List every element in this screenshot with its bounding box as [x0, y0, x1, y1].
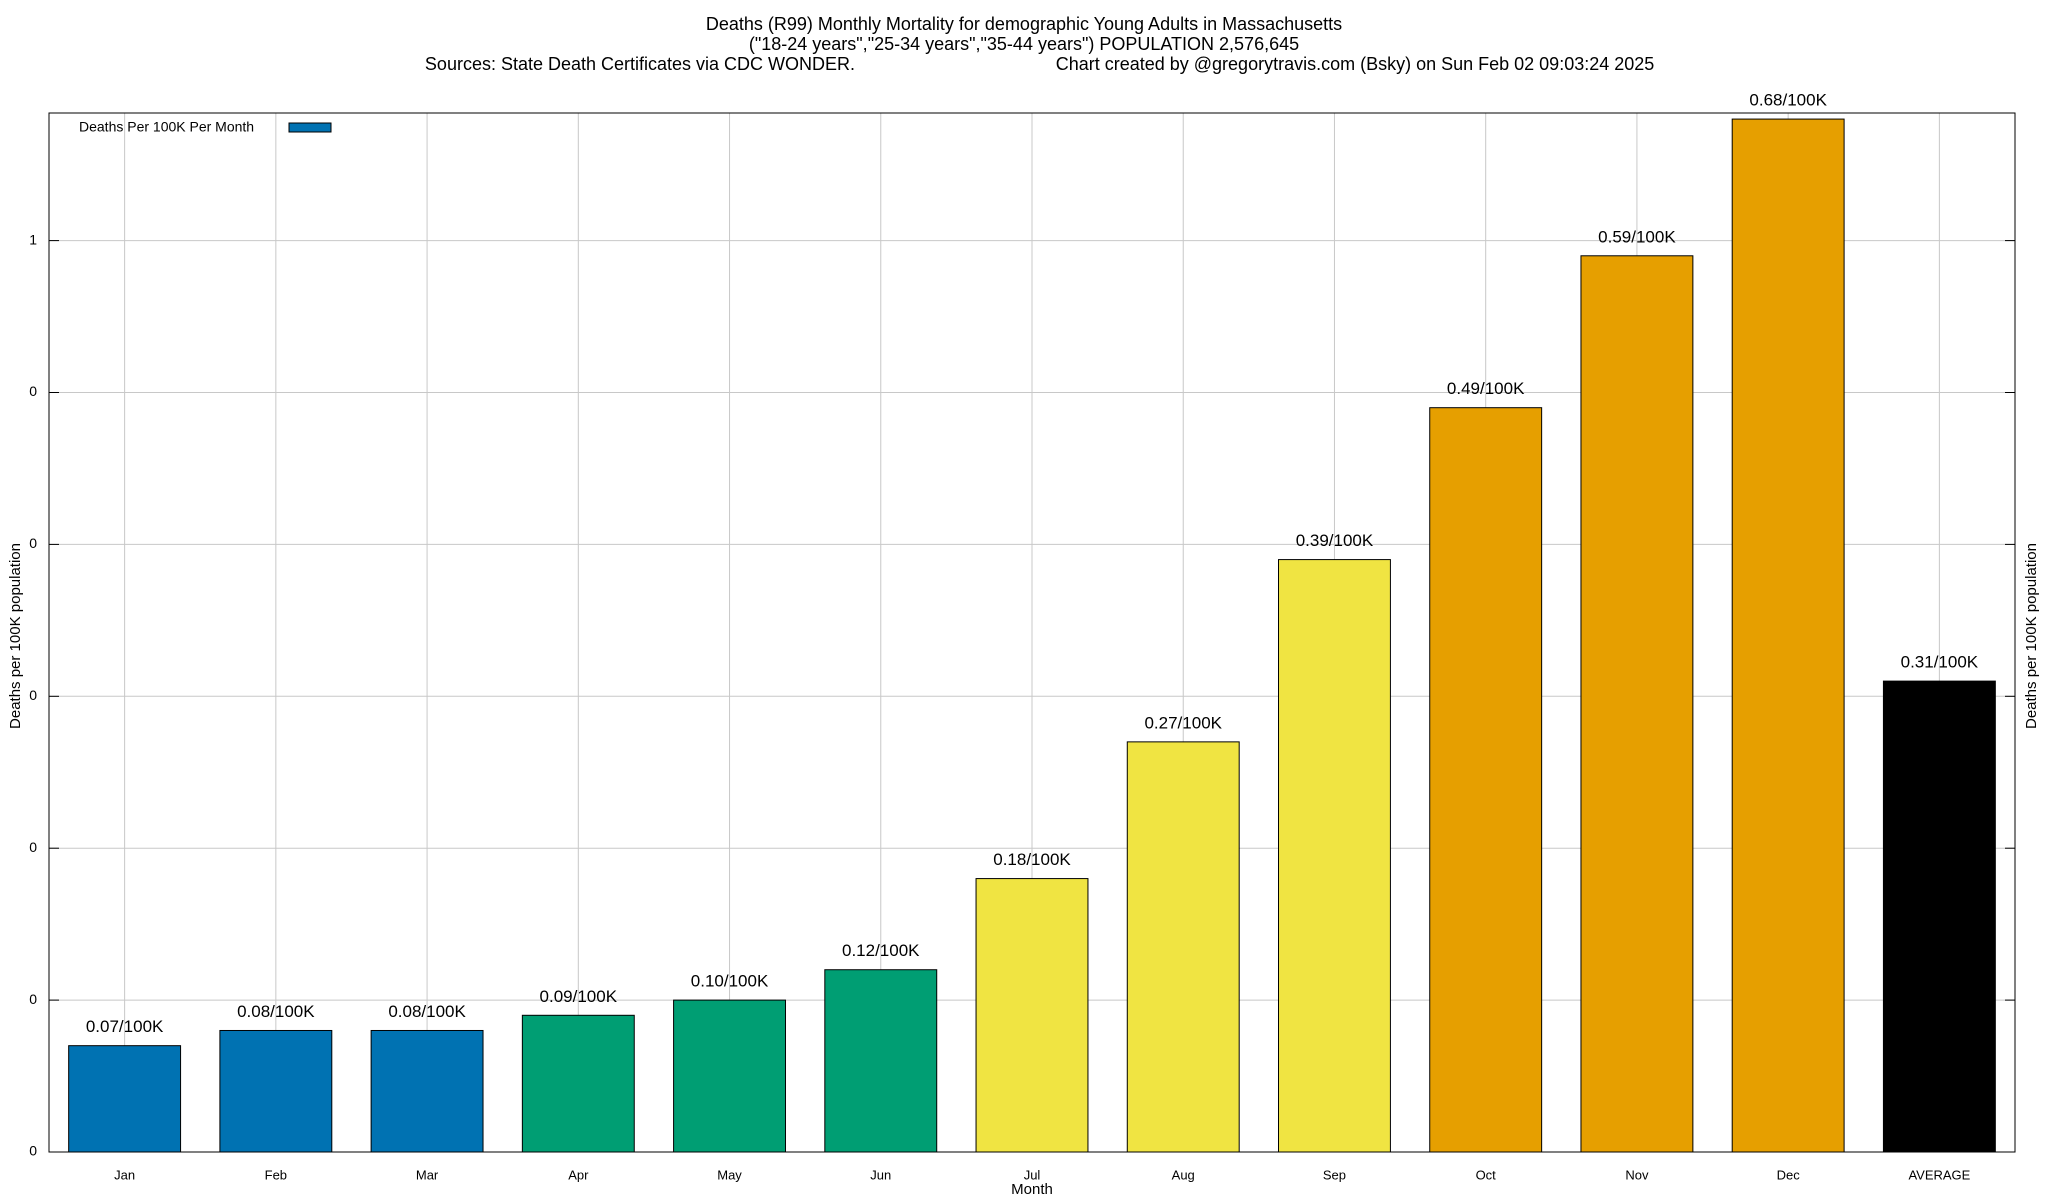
x-axis-label: Month — [1011, 1181, 1053, 1198]
bar — [1429, 407, 1543, 1153]
value-label: 0.10/100K — [691, 972, 769, 991]
bar — [1731, 118, 1845, 1153]
y-tick-label: 0 — [29, 1143, 37, 1159]
y-axis-label: Deaths per 100K population — [7, 543, 24, 729]
y-tick-label: 1 — [29, 231, 37, 247]
bar — [975, 878, 1089, 1153]
bar — [1580, 255, 1694, 1153]
x-tick-label: Feb — [265, 1167, 287, 1182]
y-tick-label: 0 — [29, 687, 37, 703]
value-label: 0.31/100K — [1901, 653, 1979, 672]
x-tick-label: Jun — [870, 1167, 891, 1182]
x-tick-label: Aug — [1172, 1167, 1195, 1182]
value-label: 0.18/100K — [993, 850, 1071, 869]
chart-title: Deaths (R99) Monthly Mortality for demog… — [706, 14, 1342, 34]
x-tick-label: Jul — [1024, 1167, 1041, 1182]
value-label: 0.49/100K — [1447, 379, 1525, 398]
chart-subtitle: ("18-24 years","25-34 years","35-44 year… — [749, 34, 1299, 54]
legend-swatch — [288, 122, 332, 133]
x-tick-label: AVERAGE — [1908, 1167, 1970, 1182]
y-tick-label: 0 — [29, 535, 37, 551]
bar — [673, 999, 786, 1153]
value-label: 0.27/100K — [1144, 713, 1222, 732]
bar — [219, 1029, 333, 1153]
x-tick-label: Jan — [114, 1167, 135, 1182]
bar — [1882, 680, 1996, 1153]
y2-axis-label: Deaths per 100K population — [2023, 543, 2040, 729]
chart-credit: Chart created by @gregorytravis.com (Bsk… — [1056, 54, 1655, 74]
bar — [1278, 559, 1391, 1153]
y-tick-label: 0 — [29, 839, 37, 855]
x-tick-label: Nov — [1625, 1167, 1649, 1182]
x-tick-label: Mar — [416, 1167, 439, 1182]
value-label: 0.68/100K — [1749, 91, 1827, 110]
bar — [1126, 741, 1240, 1153]
bar — [824, 969, 938, 1153]
x-tick-label: May — [717, 1167, 742, 1182]
value-label: 0.07/100K — [86, 1017, 164, 1036]
x-tick-label: Oct — [1476, 1167, 1497, 1182]
plot-frame — [48, 112, 2016, 1153]
y-tick-label: 0 — [29, 991, 37, 1007]
value-label: 0.08/100K — [388, 1002, 466, 1021]
value-label: 0.12/100K — [842, 941, 920, 960]
value-label: 0.39/100K — [1296, 531, 1374, 550]
chart-source: Sources: State Death Certificates via CD… — [425, 54, 855, 74]
bar — [521, 1014, 635, 1153]
x-tick-label: Apr — [568, 1167, 589, 1182]
bar — [68, 1045, 182, 1153]
legend-label: Deaths Per 100K Per Month — [79, 119, 254, 135]
x-tick-label: Dec — [1777, 1167, 1801, 1182]
value-label: 0.59/100K — [1598, 227, 1676, 246]
bar — [370, 1029, 484, 1153]
value-label: 0.08/100K — [237, 1002, 315, 1021]
x-tick-label: Sep — [1323, 1167, 1346, 1182]
value-label: 0.09/100K — [540, 987, 618, 1006]
y-tick-label: 0 — [29, 383, 37, 399]
